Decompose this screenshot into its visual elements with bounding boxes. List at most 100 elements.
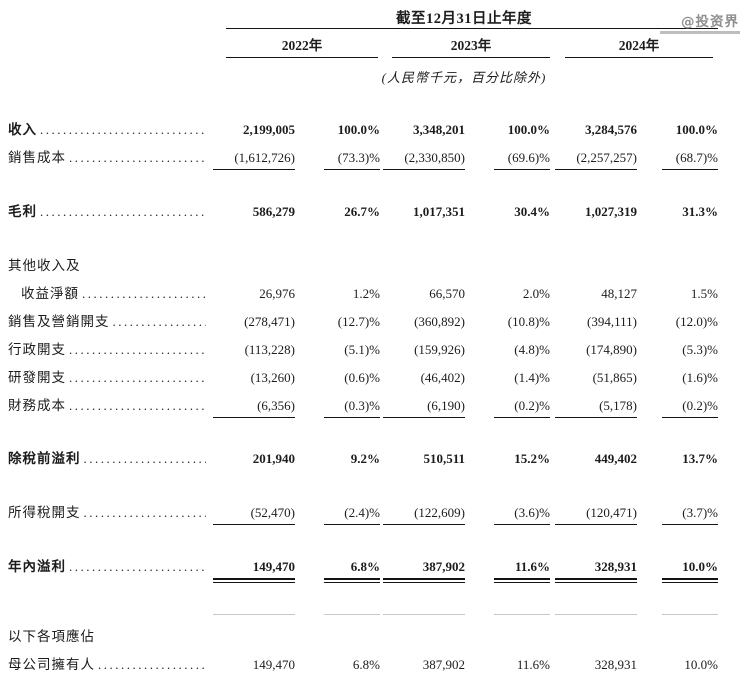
row-label-cell: 研發開支	[8, 364, 210, 392]
row-label: 所得稅開支	[8, 505, 81, 520]
row-label-cell: 銷售成本	[8, 144, 210, 172]
cell-value: 9.2%	[350, 451, 380, 466]
row-cost-of-sales: 銷售成本 (1,612,726) (73.3)% (2,330,850) (69…	[8, 144, 718, 172]
cell-value: 449,402	[594, 451, 637, 466]
value-2022-amount: 149,470	[210, 651, 295, 679]
value-2022-percent: 6.8%	[295, 651, 380, 679]
value-2024-amount: 1,027,319	[550, 198, 637, 226]
value-2022-amount: (52,470)	[210, 499, 295, 527]
value-2022-amount: (6,356)	[210, 392, 295, 420]
cell-value: 10.0%	[684, 657, 718, 672]
value-2022-amount	[210, 252, 295, 280]
value-2023-amount: (2,330,850)	[380, 144, 465, 172]
value-2024-percent: (0.2)%	[637, 392, 718, 420]
value-2022-percent: 100.0%	[295, 116, 380, 144]
cell-value: 1,027,319	[585, 204, 637, 219]
row-label-cell: 年內溢利	[8, 553, 210, 581]
value-2023-percent: (69.6)%	[465, 144, 550, 172]
row-label: 銷售成本	[8, 150, 66, 165]
cell-value: (0.6)%	[344, 370, 380, 385]
value-2022-amount: 2,199,005	[210, 116, 295, 144]
value-2022-percent: 26.7%	[295, 198, 380, 226]
faint-rule	[380, 603, 465, 623]
dot-leader	[40, 116, 206, 144]
cell-value: (3.7)%	[662, 505, 718, 525]
cell-value: (159,926)	[414, 342, 465, 357]
section-spacer	[8, 527, 718, 553]
value-2022-percent: 6.8%	[295, 553, 380, 583]
value-2022-percent	[295, 623, 380, 651]
faint-rule	[465, 603, 550, 623]
unit-note: (人民幣千元，百分比除外)	[381, 70, 547, 85]
cell-value: 6.8%	[352, 657, 380, 672]
cell-value: (120,471)	[555, 505, 637, 525]
cell-value: (3.6)%	[494, 505, 550, 525]
row-label: 其他收入及	[8, 258, 81, 273]
value-2024-amount: (174,890)	[550, 336, 637, 364]
cell-value: (0.3)%	[324, 398, 380, 418]
faint-rule	[550, 603, 637, 623]
row-label-cell: 所得稅開支	[8, 499, 210, 527]
cell-value: (5.3)%	[682, 342, 718, 357]
row-label-cell: 行政開支	[8, 336, 210, 364]
value-2023-percent: 2.0%	[465, 280, 550, 308]
cell-value: 30.4%	[514, 204, 550, 219]
value-2023-percent	[465, 623, 550, 651]
value-2023-amount	[380, 252, 465, 280]
value-2024-amount: 48,127	[550, 280, 637, 308]
dot-leader	[84, 445, 207, 473]
cell-value: 31.3%	[682, 204, 718, 219]
cell-value: 328,931	[594, 657, 637, 672]
row-rd-expenses: 研發開支 (13,260) (0.6)% (46,402) (1.4)% (51…	[8, 364, 718, 392]
value-2023-amount: 387,902	[380, 553, 465, 583]
row-label: 毛利	[8, 204, 37, 219]
cell-value: 387,902	[422, 657, 465, 672]
value-2024-percent: (68.7)%	[637, 144, 718, 172]
cell-value: (2.4)%	[324, 505, 380, 525]
dot-leader	[113, 308, 207, 336]
value-2024-percent: (1.6)%	[637, 364, 718, 392]
row-owners-of-parent: 母公司擁有人 149,470 6.8% 387,902 11.6% 328,93…	[8, 651, 718, 679]
cell-value: 11.6%	[494, 559, 550, 583]
value-2024-percent: 10.0%	[637, 553, 718, 583]
cell-value: 201,940	[252, 451, 295, 466]
cell-value: 1,017,351	[413, 204, 465, 219]
row-attributable-caption: 以下各項應佔	[8, 623, 718, 651]
value-2022-percent: (12.7)%	[295, 308, 380, 336]
dot-leader	[69, 336, 206, 364]
cell-value: 48,127	[601, 286, 637, 301]
value-2022-amount: 26,976	[210, 280, 295, 308]
value-2023-percent: 11.6%	[465, 651, 550, 679]
row-label: 銷售及營銷開支	[8, 314, 110, 329]
row-label: 行政開支	[8, 342, 66, 357]
value-2023-amount: (6,190)	[380, 392, 465, 420]
cell-value: 100.0%	[675, 122, 718, 137]
dot-leader	[69, 392, 206, 420]
row-label: 母公司擁有人	[8, 657, 95, 672]
value-2024-percent: 31.3%	[637, 198, 718, 226]
value-2023-amount	[380, 623, 465, 651]
cell-value: 6.8%	[324, 559, 380, 583]
value-2023-amount: 1,017,351	[380, 198, 465, 226]
value-2024-amount: (5,178)	[550, 392, 637, 420]
cell-value: (4.8)%	[514, 342, 550, 357]
watermark-underline-bar	[660, 31, 740, 34]
value-2024-percent: 100.0%	[637, 116, 718, 144]
cell-value: 3,348,201	[413, 122, 465, 137]
cell-value: 100.0%	[507, 122, 550, 137]
value-2022-percent: 9.2%	[295, 445, 380, 473]
cell-value: (12.7)%	[337, 314, 380, 329]
row-label: 年內溢利	[8, 559, 66, 574]
value-2024-amount	[550, 252, 637, 280]
value-2022-amount: 201,940	[210, 445, 295, 473]
row-administrative-expenses: 行政開支 (113,228) (5.1)% (159,926) (4.8)% (…	[8, 336, 718, 364]
value-2023-percent	[465, 252, 550, 280]
value-2023-amount: (122,609)	[380, 499, 465, 527]
value-2023-percent: (0.2)%	[465, 392, 550, 420]
row-label: 研發開支	[8, 370, 66, 385]
cell-value: 1.2%	[352, 286, 380, 301]
row-selling-marketing-expenses: 銷售及營銷開支 (278,471) (12.7)% (360,892) (10.…	[8, 308, 718, 336]
value-2024-percent: (3.7)%	[637, 499, 718, 527]
cell-value: (52,470)	[213, 505, 295, 525]
dot-leader	[69, 144, 206, 172]
